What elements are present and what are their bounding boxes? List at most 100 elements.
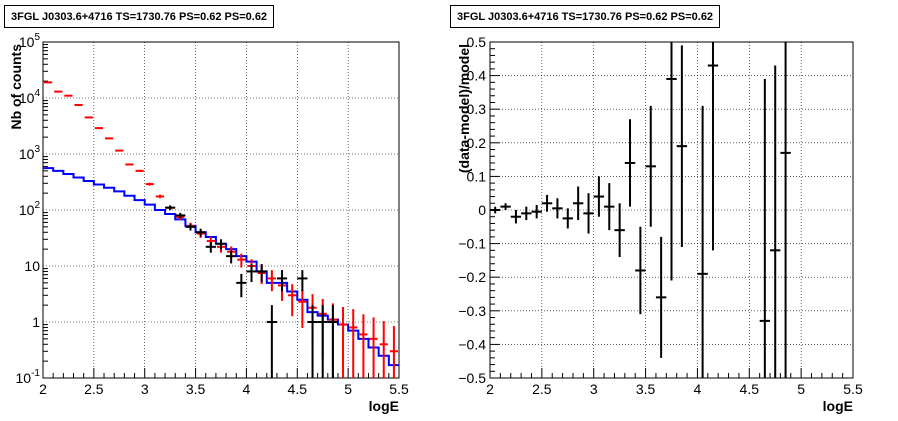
residual-point	[510, 210, 522, 224]
data-point	[256, 264, 267, 283]
residual-point	[707, 42, 719, 251]
y-tick-label: −0.5	[458, 370, 486, 386]
residual-point	[624, 119, 636, 207]
data-point	[165, 205, 176, 211]
data-point	[175, 212, 186, 219]
model-point	[125, 163, 134, 166]
x-tick-label: 5.5	[843, 381, 863, 397]
y-tick-label: 0.1	[467, 168, 487, 184]
y-tick-label: 10	[24, 258, 40, 274]
data-point	[205, 242, 216, 253]
x-tick-label: 5	[344, 381, 352, 397]
residual-point	[500, 203, 511, 210]
residual-point	[593, 176, 605, 217]
y-axis-title: (data-model)/model	[456, 44, 472, 173]
model-point	[267, 270, 276, 292]
y-tick-label: 0	[478, 202, 486, 218]
residual-point	[531, 204, 542, 219]
x-tick-label: 2.5	[84, 381, 104, 397]
data-point	[226, 250, 237, 264]
x-tick-label: 4	[243, 381, 251, 397]
model-point	[94, 127, 104, 130]
residual-point	[676, 45, 688, 247]
data-point	[327, 305, 338, 378]
y-tick-label: 0.4	[467, 68, 487, 84]
y-tick-label: 10-1	[16, 368, 41, 386]
right-panel-residuals: 2 2.5 3 3.5 4 4.5 5 5.5 −0.5 −0.4 −0.3 −0.2 −0.1 0 0.1…	[456, 34, 863, 414]
data-point	[195, 228, 206, 237]
x-tick-label: 2	[39, 381, 47, 397]
y-tick-label: −0.2	[458, 269, 486, 285]
model-point	[379, 321, 388, 378]
residual-point	[583, 193, 594, 234]
y-tick-label: 102	[19, 200, 41, 218]
data-point	[317, 305, 328, 378]
data-point	[215, 239, 227, 250]
y-tick-label: −0.3	[458, 303, 486, 319]
residual-point	[490, 206, 501, 214]
x-tick-label: 5.5	[389, 381, 409, 397]
x-tick-label: 2	[486, 381, 494, 397]
x-tick-label: 3.5	[186, 381, 206, 397]
model-point	[74, 103, 83, 106]
residual-point	[770, 65, 781, 378]
model-point	[135, 169, 144, 172]
x-tick-label: 3	[141, 381, 149, 397]
x-tick-label: 3	[590, 381, 598, 397]
model-point	[298, 289, 307, 328]
x-axis-title: logE	[823, 398, 853, 414]
x-tick-label: 3.5	[636, 381, 656, 397]
left-panel-title: 3FGL J0303.6+4716 TS=1730.76 PS=0.62 PS=…	[4, 5, 275, 28]
data-point	[307, 305, 318, 378]
residual-point	[614, 203, 625, 258]
x-tick-label: 4.5	[288, 381, 308, 397]
y-tick-label: 0.2	[467, 135, 487, 151]
model-point	[389, 326, 398, 378]
residual-point	[645, 105, 656, 227]
model-point	[105, 137, 114, 140]
model-point	[237, 253, 246, 268]
data-point	[297, 270, 308, 292]
residual-point	[759, 78, 771, 378]
y-axis-title: Nb of counts	[8, 44, 24, 130]
data-point	[276, 270, 288, 292]
y-tick-label: 103	[19, 144, 41, 162]
x-tick-label: 5	[797, 381, 805, 397]
y-tick-label: −0.4	[458, 336, 486, 352]
y-tick-label: 1	[32, 314, 40, 330]
x-tick-label: 4.5	[740, 381, 760, 397]
residual-point	[666, 42, 677, 281]
residual-point	[541, 194, 553, 212]
x-tick-label: 2.5	[532, 381, 552, 397]
y-tick-label: 0.3	[467, 101, 487, 117]
model-point	[145, 182, 154, 186]
residual-point	[562, 208, 573, 229]
model-point	[288, 284, 297, 317]
residual-point	[780, 42, 791, 378]
residual-point	[521, 206, 532, 221]
model-point	[349, 309, 358, 378]
data-point	[185, 223, 196, 231]
residual-point	[552, 198, 563, 219]
residual-point	[604, 183, 615, 231]
y-tick-label: 105	[19, 32, 41, 50]
right-panel-title: 3FGL J0303.6+4716 TS=1730.76 PS=0.62 PS=…	[450, 5, 721, 28]
data-point	[236, 273, 247, 298]
residual-point	[572, 186, 584, 221]
residual-point	[697, 105, 708, 378]
residual-point	[635, 226, 646, 315]
plot-frame	[42, 41, 400, 379]
x-tick-label: 4	[694, 381, 702, 397]
data-point	[266, 305, 277, 378]
x-axis-title: logE	[369, 398, 399, 414]
residual-point	[655, 236, 667, 358]
model-point	[84, 116, 93, 119]
left-panel-counts-histogram: 2 2.5 3 3.5 4 4.5 5 5.5 10-1 1 10 102 103 104 105 logE N…	[8, 32, 409, 414]
model-point	[359, 314, 368, 378]
y-tick-label: 0.5	[467, 34, 487, 50]
y-tick-label: 104	[19, 88, 41, 106]
data-point	[246, 264, 257, 283]
y-tick-label: −0.1	[458, 236, 486, 252]
model-point	[155, 194, 165, 199]
